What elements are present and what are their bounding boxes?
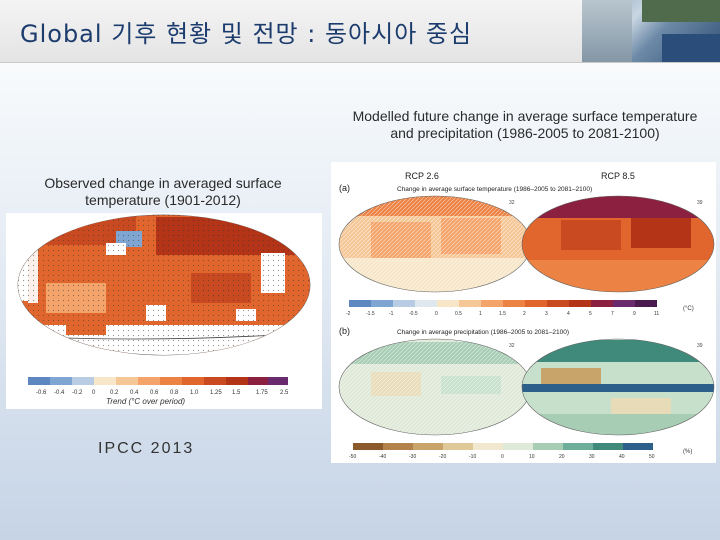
temp-tick: 1.5 — [499, 311, 506, 317]
precipitation-colorbar: -50 -40 -30 -20 -10 0 10 20 30 40 50 (%) — [349, 443, 692, 460]
precip-tick: 50 — [649, 454, 655, 460]
projected-maps-figure: RCP 2.6 RCP 8.5 (a) Change in average su… — [338, 171, 715, 460]
precip-tick: -40 — [379, 454, 386, 460]
precip-tick: 20 — [559, 454, 565, 460]
obs-tick: 1.75 — [256, 390, 268, 396]
observed-map-figure: -0.6 -0.4 -0.2 0 0.2 0.4 0.6 0.8 1.0 1.2… — [17, 214, 311, 406]
precip-tick: -50 — [349, 454, 356, 460]
observed-world-map — [17, 214, 311, 356]
precip-tick: 40 — [619, 454, 625, 460]
precipitation-map-rcp26 — [338, 338, 532, 436]
observed-map-panel: -0.6 -0.4 -0.2 0 0.2 0.4 0.6 0.8 1.0 1.2… — [6, 213, 322, 409]
panel-b-count-low: 32 — [509, 343, 515, 349]
obs-tick: 2.5 — [280, 390, 289, 396]
projected-maps-panel: RCP 2.6 RCP 8.5 (a) Change in average su… — [331, 162, 716, 463]
panel-a-count-high: 39 — [697, 200, 703, 206]
obs-tick: 0.8 — [170, 390, 179, 396]
temp-tick: 0 — [435, 311, 438, 317]
title-bar: Global 기후 현황 및 전망 : 동아시아 중심 — [0, 0, 720, 63]
temp-tick: -2 — [346, 311, 351, 317]
header-image-forest — [642, 0, 720, 22]
temp-tick: 11 — [654, 311, 659, 317]
temp-tick: 2 — [523, 311, 526, 317]
temp-tick: 0.5 — [455, 311, 462, 317]
obs-tick: 0 — [92, 390, 96, 396]
temp-tick: 3 — [545, 311, 548, 317]
precip-tick: -10 — [469, 454, 476, 460]
obs-tick: 1.25 — [210, 390, 222, 396]
precip-tick: 30 — [589, 454, 595, 460]
panel-b-title: Change in average precipitation (1986–20… — [397, 329, 569, 336]
temp-tick: 4 — [567, 311, 570, 317]
precip-tick: 0 — [501, 454, 504, 460]
observed-colorbar: -0.6 -0.4 -0.2 0 0.2 0.4 0.6 0.8 1.0 1.2… — [28, 377, 289, 406]
precip-tick: -20 — [439, 454, 446, 460]
panel-b-letter: (b) — [339, 326, 350, 336]
panel-b-count-high: 39 — [697, 343, 703, 349]
temp-tick: -1 — [389, 311, 394, 317]
obs-tick: 0.2 — [110, 390, 119, 396]
temp-tick: 7 — [611, 311, 614, 317]
obs-tick: -0.2 — [72, 390, 83, 396]
page-title: Global 기후 현황 및 전망 : 동아시아 중심 — [20, 20, 473, 48]
temperature-map-rcp26 — [338, 195, 532, 293]
header-image-glacier — [582, 0, 632, 62]
scenario-label-low: RCP 2.6 — [405, 171, 439, 181]
obs-tick: -0.4 — [54, 390, 65, 396]
precip-tick: -30 — [409, 454, 416, 460]
panel-a-letter: (a) — [339, 183, 350, 193]
precip-tick: 10 — [529, 454, 535, 460]
temp-tick: -0.5 — [409, 311, 418, 317]
temp-tick: -1.5 — [366, 311, 375, 317]
header-decorative-image — [582, 0, 720, 62]
source-label: IPCC 2013 — [98, 440, 195, 457]
temperature-map-rcp85 — [521, 195, 715, 293]
scenario-label-high: RCP 8.5 — [601, 171, 635, 181]
precipitation-map-rcp85 — [521, 338, 715, 436]
header-image-ocean — [662, 34, 720, 62]
observed-caption: Observed change in averaged surface temp… — [44, 175, 282, 208]
precip-unit: (%) — [683, 449, 692, 455]
obs-tick: 1.5 — [232, 390, 241, 396]
projected-caption: Modelled future change in average surfac… — [352, 108, 698, 141]
obs-tick: -0.6 — [36, 390, 47, 396]
temp-unit: (°C) — [683, 306, 694, 312]
panel-a-count-low: 32 — [509, 200, 515, 206]
obs-tick: 0.4 — [130, 390, 139, 396]
panel-a-title: Change in average surface temperature (1… — [397, 186, 592, 193]
obs-colorbar-label: Trend (°C over period) — [106, 397, 185, 406]
temp-tick: 5 — [589, 311, 592, 317]
temp-tick: 1 — [479, 311, 482, 317]
obs-tick: 0.6 — [150, 390, 159, 396]
temperature-colorbar: -2 -1.5 -1 -0.5 0 0.5 1 1.5 2 3 4 5 7 9 … — [346, 300, 694, 317]
obs-tick: 1.0 — [190, 390, 199, 396]
temp-tick: 9 — [633, 311, 636, 317]
